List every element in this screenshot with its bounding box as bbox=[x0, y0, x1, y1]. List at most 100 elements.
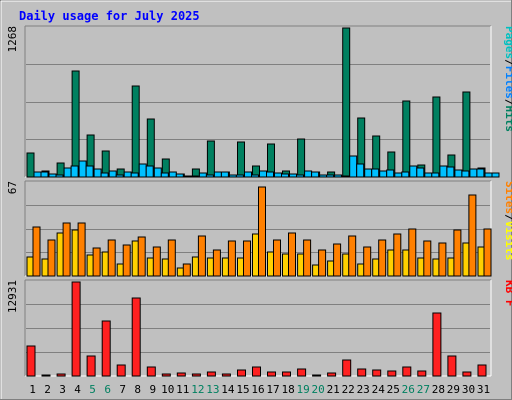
kbytes-panel-ymax-label: 12931 bbox=[6, 280, 19, 313]
hits-bar-pages bbox=[341, 175, 350, 178]
legend-entry: / bbox=[503, 214, 512, 221]
hits-bar-pages bbox=[160, 172, 169, 178]
hits-bar-files bbox=[409, 165, 418, 178]
legend-entry: Visits bbox=[503, 221, 512, 261]
hits-bar-files bbox=[183, 175, 192, 178]
x-tick-label: 9 bbox=[149, 383, 156, 396]
hits-bar-files bbox=[349, 155, 358, 178]
x-tick-label: 17 bbox=[266, 383, 279, 396]
x-tick-label: 13 bbox=[206, 383, 219, 396]
hits-bar-pages bbox=[431, 172, 440, 178]
kbytes-bar-kb-f bbox=[101, 320, 111, 377]
kbytes-panel bbox=[24, 279, 492, 377]
hits-bar-files bbox=[319, 174, 328, 178]
hits-bar-hits bbox=[237, 141, 245, 178]
kbytes-bar-kb-f bbox=[86, 355, 96, 377]
x-tick-label: 19 bbox=[296, 383, 309, 396]
kbytes-bar-kb-f bbox=[432, 312, 442, 377]
kbytes-bar-kb-f bbox=[477, 364, 487, 377]
sites-bar-sites bbox=[348, 235, 357, 277]
sites-bar-sites bbox=[47, 239, 56, 277]
hits-bar-hits bbox=[462, 91, 471, 178]
hits-bar-pages bbox=[220, 171, 229, 178]
hits-bar-pages bbox=[416, 167, 425, 178]
hits-bar-pages bbox=[296, 174, 304, 178]
x-tick-label: 2 bbox=[44, 383, 51, 396]
hits-bar-hits bbox=[131, 85, 140, 178]
x-tick-label: 12 bbox=[191, 383, 204, 396]
legend-entry: KB F bbox=[503, 280, 512, 307]
kbytes-bar-kb-f bbox=[161, 373, 171, 377]
hits-bar-pages bbox=[175, 173, 184, 178]
x-tick-label: 6 bbox=[104, 383, 111, 396]
x-tick-label: 3 bbox=[59, 383, 66, 396]
sites-bar-sites bbox=[483, 228, 492, 277]
kbytes-bar-kb-f bbox=[357, 368, 367, 377]
kbytes-bar-kb-f bbox=[342, 359, 352, 377]
hits-bar-hits bbox=[26, 152, 35, 178]
x-tick-label: 18 bbox=[281, 383, 294, 396]
hits-bar-pages bbox=[386, 169, 395, 178]
hits-bar-hits bbox=[432, 96, 441, 178]
hits-bar-pages bbox=[205, 174, 214, 178]
kbytes-bar-kb-f bbox=[267, 371, 276, 377]
kbytes-bar-kb-f bbox=[387, 370, 397, 377]
sites-bar-sites bbox=[62, 222, 71, 277]
sites-bar-sites bbox=[303, 239, 312, 277]
hits-bar-files bbox=[33, 171, 42, 178]
legend-entry: Files bbox=[503, 66, 512, 99]
x-tick-label: 26 bbox=[402, 383, 415, 396]
hits-bar-files bbox=[168, 171, 177, 178]
hits-bar-pages bbox=[130, 172, 139, 178]
kbytes-bar-kb-f bbox=[237, 369, 246, 377]
x-tick-label: 25 bbox=[387, 383, 400, 396]
sites-bar-sites bbox=[468, 194, 477, 277]
hits-legend-text: Pages/Files/Hits bbox=[503, 26, 512, 132]
kbytes-bar-kb-f bbox=[131, 297, 141, 377]
x-tick-label: 30 bbox=[462, 383, 475, 396]
sites-bar-sites bbox=[258, 186, 266, 277]
sites-bar-sites bbox=[182, 263, 191, 277]
sites-bar-sites bbox=[288, 232, 296, 277]
x-tick-label: 22 bbox=[342, 383, 355, 396]
hits-bar-pages bbox=[145, 165, 154, 178]
hits-bar-files bbox=[364, 168, 373, 178]
sites-legend-text: Sites/Visits bbox=[503, 181, 512, 261]
sites-bar-sites bbox=[333, 243, 342, 277]
hits-bar-pages bbox=[326, 174, 335, 178]
sites-bar-sites bbox=[32, 226, 41, 277]
hits-bar-files bbox=[93, 168, 102, 178]
hits-bar-files bbox=[304, 170, 313, 178]
kbytes-bar-kb-f bbox=[26, 345, 36, 377]
x-tick-label: 24 bbox=[372, 383, 386, 396]
hits-bar-files bbox=[198, 172, 207, 178]
x-tick-label: 8 bbox=[134, 383, 141, 396]
sites-panel-legend: Sites/Visits bbox=[503, 181, 512, 261]
x-tick-label: 20 bbox=[311, 383, 324, 396]
legend-entry: / bbox=[503, 99, 512, 106]
hits-bar-hits bbox=[206, 140, 215, 178]
x-tick-label: 14 bbox=[221, 383, 235, 396]
sites-bar-sites bbox=[212, 249, 221, 277]
x-tick-label: 21 bbox=[327, 383, 340, 396]
hits-bar-files bbox=[334, 174, 343, 178]
sites-bar-sites bbox=[152, 246, 161, 277]
sites-bar-sites bbox=[393, 233, 402, 277]
hits-bar-files bbox=[153, 167, 162, 178]
hits-bar-pages bbox=[311, 171, 320, 178]
hits-bar-files bbox=[138, 163, 147, 178]
sites-visits-panel bbox=[24, 180, 492, 277]
x-tick-label: 10 bbox=[161, 383, 174, 396]
hits-bar-pages bbox=[281, 173, 289, 178]
hits-bar-pages bbox=[266, 171, 274, 178]
hits-bar-files bbox=[78, 160, 87, 178]
hits-bar-pages bbox=[251, 174, 259, 178]
kbytes-bar-kb-f bbox=[297, 368, 307, 377]
hits-bar-files bbox=[48, 173, 57, 178]
kbytes-bar-kb-f bbox=[41, 374, 51, 377]
kbytes-bar-kb-f bbox=[327, 372, 337, 377]
x-tick-label: 15 bbox=[236, 383, 249, 396]
hits-bar-files bbox=[289, 173, 297, 178]
sites-bar-sites bbox=[423, 240, 432, 277]
